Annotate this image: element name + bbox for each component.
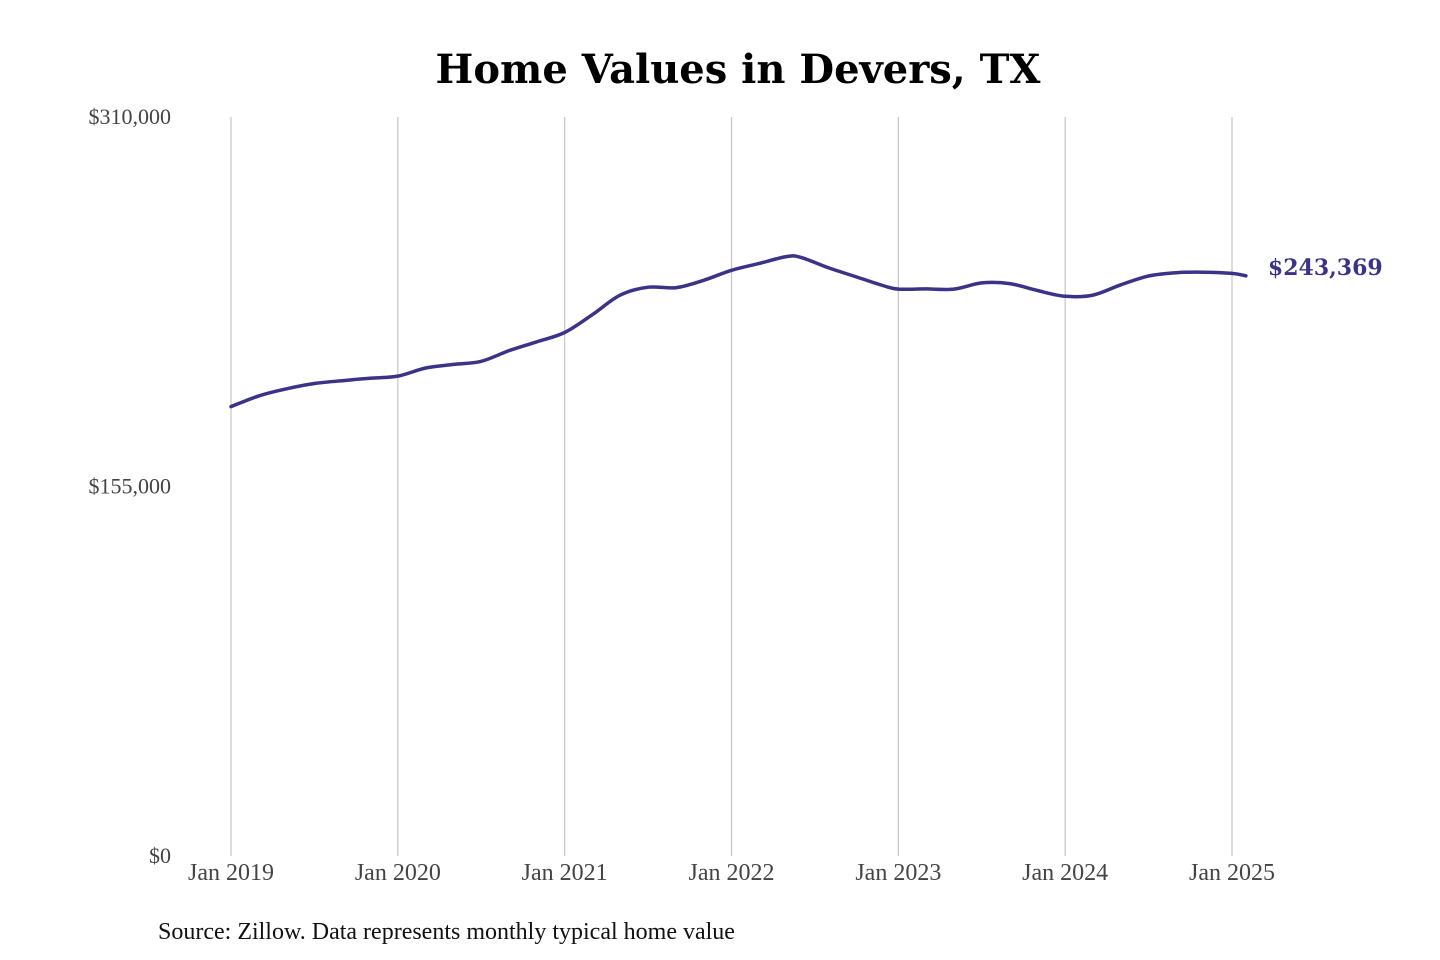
grid-lines — [230, 117, 1233, 856]
y-tick-label: $310,000 — [89, 104, 172, 129]
series-line-home-value — [229, 254, 1248, 409]
source-note: Source: Zillow. Data represents monthly … — [158, 919, 735, 945]
end-value-label: $243,369 — [1268, 255, 1383, 281]
x-axis-ticks: Jan 2019 Jan 2020 Jan 2021 Jan 2022 Jan 2023… — [188, 860, 1275, 886]
y-axis-ticks: $0 $155,000 $310,000 — [89, 104, 172, 868]
x-tick-label: Jan 2021 — [522, 860, 608, 886]
y-tick-label: $155,000 — [89, 474, 172, 499]
x-tick-label: Jan 2020 — [355, 860, 441, 886]
y-tick-label: $0 — [149, 843, 171, 868]
x-tick-label: Jan 2024 — [1022, 860, 1108, 886]
x-tick-label: Jan 2023 — [855, 860, 941, 886]
x-tick-label: Jan 2025 — [1189, 860, 1275, 886]
chart-title: Home Values in Devers, TX — [436, 46, 1041, 93]
x-tick-label: Jan 2022 — [689, 860, 775, 886]
x-tick-label: Jan 2019 — [188, 860, 274, 886]
